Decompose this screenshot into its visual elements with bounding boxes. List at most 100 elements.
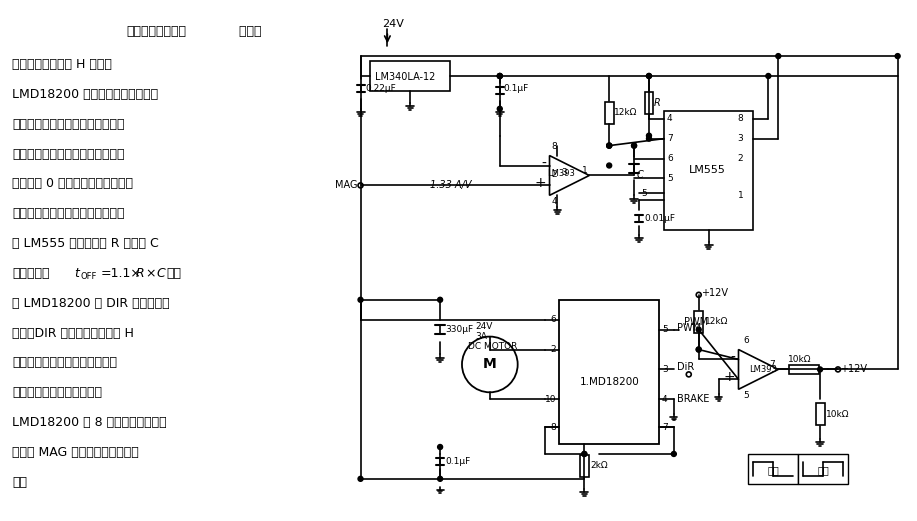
Bar [790, 365, 819, 374]
Text: 的值决定。: 的值决定。 [13, 267, 50, 280]
Text: 7: 7 [667, 134, 673, 143]
Text: R: R [654, 98, 661, 108]
Text: =1.1×: =1.1× [101, 267, 142, 280]
Text: 24V: 24V [382, 19, 404, 29]
Text: 0.1µF: 0.1µF [445, 457, 470, 466]
Text: 6: 6 [744, 336, 749, 344]
Text: 5: 5 [667, 174, 673, 183]
Text: DC MOTOR: DC MOTOR [468, 342, 517, 351]
Circle shape [696, 347, 702, 352]
Text: 时，两低端晶体管导通。由: 时，两低端晶体管导通。由 [13, 387, 103, 399]
Text: PWM: PWM [677, 322, 701, 332]
Text: 7: 7 [662, 423, 668, 431]
Text: LM393: LM393 [749, 365, 778, 374]
Text: C: C [157, 267, 165, 280]
Text: 电路采: 电路采 [231, 25, 261, 38]
Text: LMD18200 作为电机驱动电路。电: LMD18200 作为电机驱动电路。电 [13, 88, 159, 101]
Text: 24V: 24V [475, 322, 492, 331]
Text: 中 LMD18200 的 DIR 端输入方向: 中 LMD18200 的 DIR 端输入方向 [13, 297, 170, 310]
Text: 8: 8 [551, 423, 557, 431]
Bar [664, 111, 754, 230]
Bar [815, 403, 824, 425]
Circle shape [497, 73, 503, 79]
Text: 6: 6 [667, 154, 673, 163]
Text: +: + [535, 177, 547, 190]
Text: 3A: 3A [475, 332, 487, 341]
Text: 5: 5 [744, 391, 749, 400]
Text: 10kΩ: 10kΩ [789, 355, 812, 364]
Text: 8: 8 [551, 142, 558, 151]
Text: DiR: DiR [677, 363, 694, 373]
Text: 0.1µF: 0.1µF [503, 84, 529, 93]
Text: -: - [731, 351, 735, 365]
Text: 由 LM555 的外接电阻 R 和电容 C: 由 LM555 的外接电阻 R 和电容 C [13, 237, 160, 250]
Text: 桥中两高端晶体导通，为低电平: 桥中两高端晶体导通，为低电平 [13, 356, 117, 369]
Text: MAG: MAG [335, 180, 358, 190]
Circle shape [646, 136, 651, 141]
Text: 的电流超过控制值时，给电机加一: 的电流超过控制值时，给电机加一 [13, 147, 125, 160]
Text: LM393: LM393 [547, 169, 575, 178]
Circle shape [358, 476, 363, 481]
Text: t: t [74, 267, 79, 280]
Text: LM340LA-12: LM340LA-12 [375, 72, 436, 82]
Circle shape [358, 297, 363, 302]
Text: 12kΩ: 12kΩ [704, 317, 728, 326]
Text: ×: × [146, 267, 156, 280]
Text: 1: 1 [737, 191, 744, 200]
Circle shape [895, 54, 900, 58]
Text: M: M [483, 357, 497, 371]
Text: 路为固定关断应用模式，当电机中: 路为固定关断应用模式，当电机中 [13, 118, 125, 131]
Circle shape [497, 106, 503, 111]
Text: +: + [724, 370, 735, 384]
Circle shape [646, 133, 651, 138]
Text: C: C [637, 170, 644, 180]
Circle shape [437, 444, 443, 450]
Text: OFF: OFF [80, 272, 96, 281]
Text: 5: 5 [641, 189, 647, 198]
Text: R: R [136, 267, 144, 280]
Circle shape [696, 327, 702, 332]
Text: 330µF: 330µF [445, 325, 473, 334]
Text: 7: 7 [769, 360, 775, 369]
Text: 用用于运动控制的 H 桥组件: 用用于运动控制的 H 桥组件 [13, 58, 112, 71]
Text: 3: 3 [662, 365, 668, 374]
Circle shape [607, 163, 612, 168]
Circle shape [696, 347, 702, 352]
Text: 8: 8 [737, 114, 744, 123]
Text: 10kΩ: 10kΩ [826, 410, 849, 419]
Circle shape [437, 297, 443, 302]
Bar [694, 311, 703, 332]
Text: 12kΩ: 12kΩ [614, 108, 637, 117]
Circle shape [646, 73, 651, 79]
Circle shape [582, 452, 587, 456]
Text: 反向: 反向 [817, 465, 829, 475]
Bar [748, 454, 798, 484]
Text: +12V: +12V [701, 288, 728, 298]
Bar [798, 454, 848, 484]
Circle shape [632, 143, 636, 148]
Text: 3: 3 [561, 168, 568, 177]
Circle shape [776, 54, 780, 58]
Text: 10: 10 [545, 395, 557, 404]
Circle shape [607, 143, 612, 148]
Bar [559, 300, 659, 444]
Text: 2kΩ: 2kΩ [591, 462, 608, 470]
Circle shape [437, 476, 443, 481]
Text: +12V: +12V [840, 364, 867, 375]
Circle shape [766, 73, 771, 79]
Text: BRAKE: BRAKE [677, 394, 709, 404]
Text: 1.33 A/V: 1.33 A/V [430, 180, 471, 190]
Text: 1.MD18200: 1.MD18200 [580, 377, 639, 387]
Text: 4: 4 [667, 114, 672, 123]
Circle shape [607, 143, 612, 148]
Bar [370, 61, 450, 91]
Bar [580, 455, 589, 477]
Text: 3: 3 [737, 134, 744, 143]
Bar [645, 92, 654, 114]
Text: 信号与 MAG 信号比较进行速度控: 信号与 MAG 信号比较进行速度控 [13, 446, 139, 459]
Text: 2: 2 [551, 170, 558, 179]
Text: 0.01µF: 0.01µF [644, 214, 675, 222]
Text: 。图: 。图 [167, 267, 182, 280]
Circle shape [818, 367, 823, 372]
Text: LMD18200 的 8 脚输出的电流取样: LMD18200 的 8 脚输出的电流取样 [13, 416, 167, 429]
